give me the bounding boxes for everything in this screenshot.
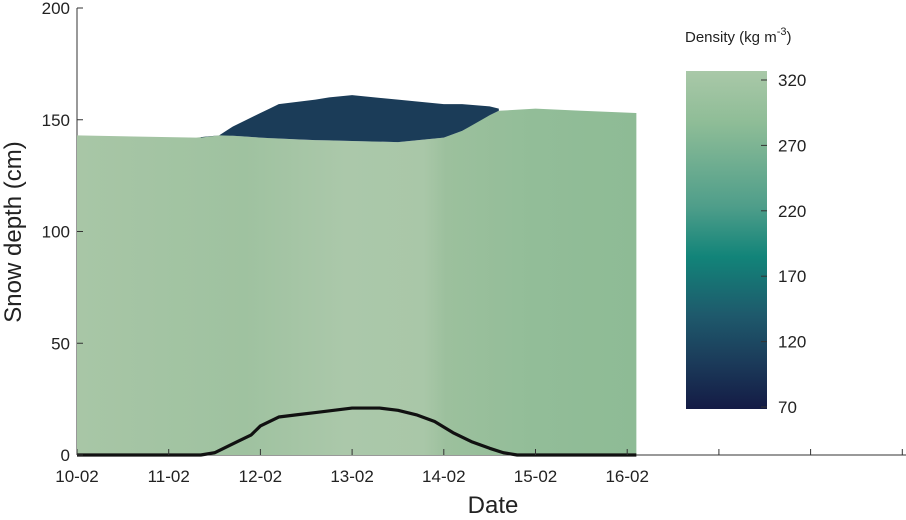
colorbar-tick-label: 320	[778, 71, 806, 90]
new-snow-area	[200, 95, 499, 143]
y-axis-label: Snow depth (cm)	[0, 141, 27, 322]
old-snow-area	[77, 108, 637, 455]
colorbar: Density (kg m-3) 320 270 220 170 120 70	[685, 26, 806, 417]
bottom-depth-line	[77, 406, 637, 457]
x-tick-label: 10-02	[55, 467, 98, 486]
colorbar-gradient	[686, 71, 767, 409]
y-tick-label: 50	[51, 334, 70, 353]
x-tick-label: 13-02	[330, 467, 373, 486]
x-tick-label: 14-02	[422, 467, 465, 486]
x-ticks: 10-02 11-02 12-02 13-02 14-02 15-02 16-02	[55, 449, 903, 486]
y-tick-label: 150	[42, 111, 70, 130]
colorbar-ticks: 320 270 220 170 120 70	[761, 71, 806, 417]
y-tick-label: 100	[42, 223, 70, 242]
plot-area	[77, 95, 637, 457]
x-tick-label: 16-02	[605, 467, 648, 486]
colorbar-tick-label: 270	[778, 136, 806, 155]
x-tick-label: 12-02	[239, 467, 282, 486]
colorbar-title: Density (kg m-3)	[685, 26, 791, 46]
x-axis-label: Date	[468, 492, 519, 519]
colorbar-tick-label: 220	[778, 202, 806, 221]
x-tick-label: 15-02	[514, 467, 557, 486]
colorbar-tick-label: 70	[778, 398, 797, 417]
x-tick-label: 11-02	[148, 467, 190, 486]
colorbar-tick-label: 120	[778, 333, 806, 352]
y-ticks: 0 50 100 150 200	[42, 0, 83, 465]
y-tick-label: 200	[42, 0, 70, 18]
colorbar-tick-label: 170	[778, 267, 806, 286]
y-tick-label: 0	[61, 446, 70, 465]
